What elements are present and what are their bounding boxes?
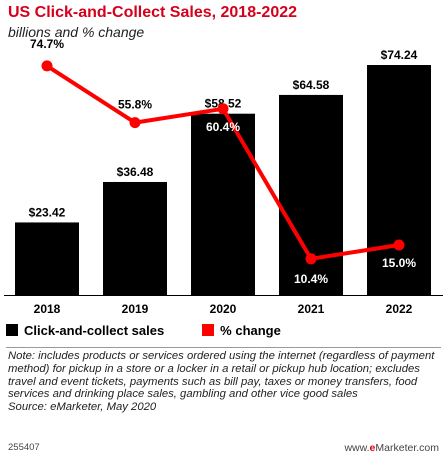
x-tick-2019: 2019 (122, 302, 149, 316)
legend-swatch-sales (6, 324, 18, 336)
x-tick-2022: 2022 (386, 302, 413, 316)
legend-label-change: % change (220, 322, 281, 338)
bar-label-2021: $64.58 (293, 78, 330, 92)
bar-label-2022: $74.24 (381, 48, 418, 62)
change-point-2021 (305, 253, 317, 265)
chart-title: US Click-and-Collect Sales, 2018-2022 (8, 4, 298, 21)
brand-prefix: www. (344, 442, 370, 454)
brand-url[interactable]: www.eMarketer.com (344, 442, 439, 454)
divider (6, 347, 441, 348)
chart-id: 255407 (8, 442, 40, 453)
chart-subtitle: billions and % change (8, 24, 145, 40)
legend-item-sales: Click-and-collect sales (6, 323, 164, 338)
bar-2018 (15, 222, 79, 295)
change-label-2021: 10.4% (294, 272, 328, 286)
note-text: Note: includes products or services orde… (8, 350, 435, 401)
legend-swatch-change (202, 324, 215, 336)
source-text: Source: eMarketer, May 2020 (8, 401, 157, 414)
bar-2021 (279, 94, 343, 295)
change-label-2018: 74.7% (30, 37, 64, 51)
brand-suffix: Marketer.com (375, 442, 439, 454)
x-tick-2020: 2020 (210, 302, 237, 316)
legend-item-change: % change (202, 323, 281, 338)
bar-2020 (191, 113, 255, 295)
change-label-2020: 60.4% (206, 120, 240, 134)
bar-2019 (103, 181, 167, 295)
change-label-2019: 55.8% (118, 98, 152, 112)
change-point-2019 (129, 117, 141, 129)
chart-area: $23.42$36.48$58.52$64.58$74.242018201920… (4, 37, 443, 316)
x-tick-2021: 2021 (298, 302, 325, 316)
brand-accent: e (369, 442, 376, 454)
change-point-2018 (41, 60, 53, 72)
legend: Click-and-collect sales % change (6, 320, 319, 340)
legend-label-sales: Click-and-collect sales (24, 322, 165, 338)
change-label-2022: 15.0% (382, 256, 416, 270)
change-point-2022 (393, 239, 405, 251)
footnote: Note: includes products or services orde… (8, 350, 440, 414)
bar-2022 (367, 65, 431, 295)
bar-label-2018: $23.42 (29, 205, 66, 219)
bar-label-2019: $36.48 (117, 165, 154, 179)
change-point-2020 (217, 103, 229, 115)
x-tick-2018: 2018 (34, 302, 61, 316)
